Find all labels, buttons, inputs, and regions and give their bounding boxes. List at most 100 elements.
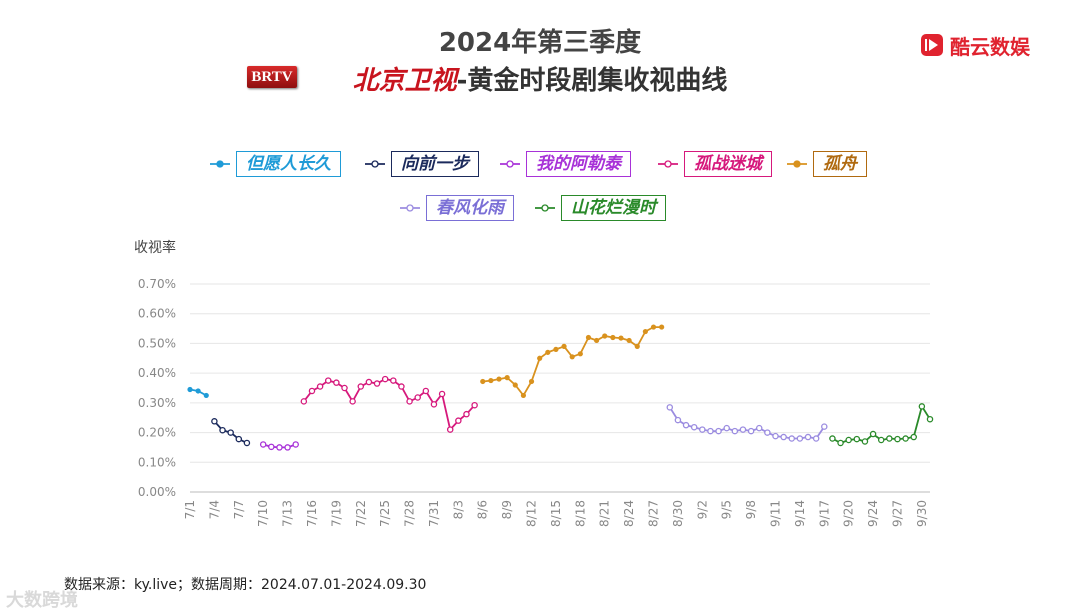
- legend-item[interactable]: 孤战迷城: [658, 151, 772, 177]
- series-line: [482, 326, 662, 398]
- y-tick-label: 0.40%: [138, 366, 176, 380]
- data-point: [235, 435, 243, 443]
- series-line: [303, 378, 476, 432]
- data-point: [837, 439, 844, 447]
- legend-marker-icon: [400, 204, 420, 212]
- data-point: [422, 387, 430, 395]
- legend-item[interactable]: 山花烂漫时: [535, 195, 666, 221]
- data-point: [406, 398, 413, 405]
- legend-label: 我的阿勒泰: [526, 151, 631, 177]
- data-point: [918, 403, 926, 410]
- x-tick-label: 8/27: [647, 500, 661, 527]
- data-point: [488, 377, 494, 384]
- data-point: [398, 383, 405, 390]
- y-axis-label: 收视率: [134, 239, 176, 256]
- data-point: [357, 383, 365, 390]
- data-point: [861, 438, 869, 445]
- data-point: [373, 380, 381, 387]
- data-point: [894, 435, 901, 443]
- data-point: [585, 334, 592, 341]
- data-point: [365, 378, 373, 386]
- x-tick-label: 9/30: [915, 500, 929, 527]
- legend-label: 但愿人长久: [236, 151, 341, 177]
- data-point: [569, 354, 575, 360]
- data-point: [626, 337, 632, 344]
- data-point: [747, 427, 755, 435]
- legend-marker-icon: [535, 204, 555, 212]
- data-point: [349, 398, 356, 405]
- x-tick-label: 9/11: [768, 500, 782, 527]
- x-tick-label: 9/5: [720, 500, 734, 519]
- y-tick-label: 0.00%: [138, 485, 176, 499]
- data-point: [430, 401, 438, 408]
- data-point: [764, 429, 771, 436]
- data-point: [690, 423, 698, 431]
- x-tick-label: 9/20: [842, 500, 856, 527]
- data-point: [731, 427, 739, 435]
- x-tick-label: 7/1: [183, 500, 197, 519]
- y-tick-label: 0.30%: [138, 396, 176, 410]
- data-point: [284, 444, 291, 451]
- legend-marker-icon: [210, 160, 230, 168]
- x-tick-label: 9/14: [793, 500, 807, 527]
- x-tick-label: 7/4: [207, 500, 221, 519]
- data-point: [886, 435, 893, 442]
- data-point: [602, 333, 608, 339]
- data-point: [300, 398, 308, 405]
- x-tick-label: 7/19: [329, 500, 343, 527]
- data-point: [650, 324, 657, 330]
- x-tick-label: 9/8: [744, 500, 758, 519]
- legend-label: 向前一步: [391, 151, 479, 177]
- data-point: [528, 378, 535, 385]
- legend-item[interactable]: 春风化雨: [400, 195, 514, 221]
- data-point: [755, 424, 763, 432]
- data-point: [471, 401, 478, 409]
- data-point: [414, 394, 421, 401]
- legend-item[interactable]: 孤舟: [787, 151, 867, 177]
- data-point: [812, 435, 820, 442]
- legend-label: 孤战迷城: [684, 151, 772, 177]
- data-point: [821, 423, 828, 430]
- legend-item[interactable]: 我的阿勒泰: [500, 151, 631, 177]
- x-tick-label: 8/3: [451, 500, 465, 519]
- data-point: [902, 435, 909, 442]
- data-point: [772, 432, 779, 440]
- data-point: [390, 377, 397, 384]
- x-tick-label: 9/2: [695, 500, 709, 519]
- data-point: [739, 426, 747, 433]
- data-point: [561, 343, 567, 349]
- chart-title-line2: 北京卫视-黄金时段剧集收视曲线: [0, 60, 1080, 97]
- title-rest: -黄金时段剧集收视曲线: [456, 66, 728, 96]
- x-tick-label: 8/21: [598, 500, 612, 527]
- y-tick-label: 0.10%: [138, 455, 176, 469]
- legend-item[interactable]: 但愿人长久: [210, 151, 341, 177]
- data-point: [187, 386, 193, 393]
- data-point: [219, 426, 226, 434]
- x-tick-label: 8/15: [549, 500, 563, 527]
- data-point: [780, 433, 787, 441]
- data-point: [446, 426, 454, 433]
- data-point: [504, 375, 510, 381]
- legend-item[interactable]: 向前一步: [365, 151, 479, 177]
- data-point: [496, 376, 502, 382]
- y-tick-label: 0.50%: [138, 336, 176, 350]
- x-tick-label: 9/24: [866, 500, 880, 527]
- data-point: [316, 383, 324, 390]
- data-point: [610, 334, 616, 341]
- brand-name: 酷云数娱: [950, 34, 1030, 59]
- data-point: [292, 441, 299, 448]
- data-point: [333, 379, 340, 386]
- data-point: [455, 417, 462, 424]
- data-point: [926, 415, 934, 423]
- data-point: [593, 337, 600, 344]
- data-point: [268, 443, 275, 451]
- data-point: [512, 382, 518, 388]
- x-tick-label: 8/12: [525, 500, 539, 527]
- legend-marker-icon: [658, 160, 678, 168]
- data-point: [211, 418, 218, 425]
- data-point: [259, 441, 267, 448]
- data-point: [577, 351, 583, 357]
- brand-logo: 酷云数娱: [920, 32, 1030, 59]
- data-point: [869, 430, 877, 438]
